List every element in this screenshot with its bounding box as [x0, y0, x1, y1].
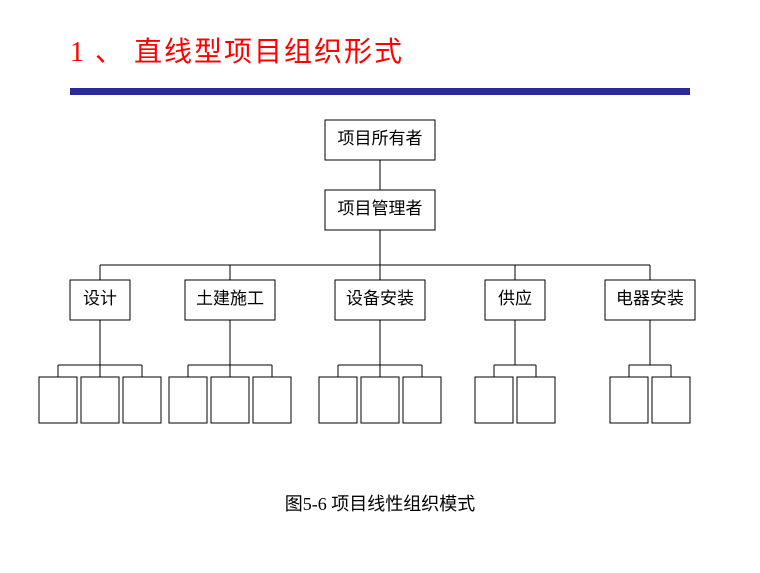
svg-text:项目所有者: 项目所有者: [338, 129, 423, 148]
figure-caption: 图5-6 项目线性组织模式: [0, 490, 760, 516]
title-underline: [70, 88, 690, 95]
slide-title: 1 、 直线型项目组织形式: [70, 30, 404, 70]
svg-text:项目管理者: 项目管理者: [338, 199, 423, 218]
svg-text:设备安装: 设备安装: [346, 289, 414, 308]
org-chart: 项目所有者项目管理者设计 土建施工 设备安装 供应 电器安装: [0, 110, 760, 470]
svg-text:设计: 设计: [83, 289, 117, 308]
svg-text:供应: 供应: [498, 289, 532, 308]
svg-text:土建施工: 土建施工: [196, 289, 264, 308]
svg-text:电器安装: 电器安装: [616, 289, 684, 308]
